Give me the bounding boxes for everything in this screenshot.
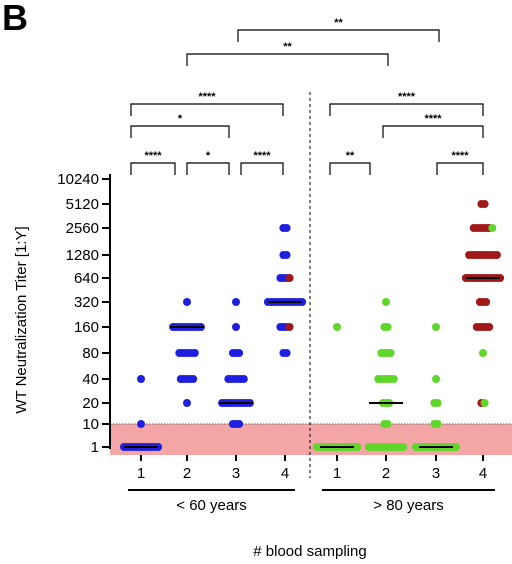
data-point bbox=[485, 323, 494, 331]
data-point bbox=[480, 200, 489, 208]
data-point bbox=[282, 224, 291, 232]
group-label: > 80 years bbox=[373, 497, 443, 514]
data-point bbox=[285, 323, 294, 331]
significance-bracket bbox=[436, 162, 484, 175]
data-point bbox=[496, 274, 505, 282]
x-tick-label: 1 bbox=[137, 465, 145, 482]
data-point bbox=[282, 251, 291, 259]
data-point bbox=[492, 251, 501, 259]
y-tick-label: 20 bbox=[82, 395, 99, 412]
y-tick-label: 2560 bbox=[66, 220, 99, 237]
y-tick-label: 320 bbox=[74, 294, 99, 311]
significance-bracket bbox=[382, 125, 484, 138]
significance-label: **** bbox=[398, 91, 416, 103]
data-point bbox=[190, 349, 199, 357]
data-point bbox=[232, 323, 240, 331]
limit-of-detection-band bbox=[110, 423, 512, 455]
significance-label: ** bbox=[346, 150, 355, 162]
data-point bbox=[183, 298, 191, 306]
data-point bbox=[432, 375, 440, 383]
data-point bbox=[433, 399, 442, 407]
data-point bbox=[383, 323, 392, 331]
data-point bbox=[389, 375, 398, 383]
y-tick-label: 640 bbox=[74, 270, 99, 287]
x-axis-title: # blood sampling bbox=[253, 543, 366, 560]
median-lines bbox=[124, 277, 500, 448]
data-point bbox=[137, 420, 145, 428]
data-point bbox=[386, 349, 395, 357]
group-label: < 60 years bbox=[176, 497, 246, 514]
significance-label: **** bbox=[424, 113, 442, 125]
significance-bracket bbox=[186, 162, 230, 175]
y-tick-label: 10 bbox=[82, 416, 99, 433]
x-tick-label: 3 bbox=[232, 465, 240, 482]
x-tick-label: 2 bbox=[183, 465, 191, 482]
data-point bbox=[382, 298, 390, 306]
data-point bbox=[232, 298, 240, 306]
significance-bracket bbox=[130, 103, 284, 116]
x-tick-label: 2 bbox=[382, 465, 390, 482]
significance-label: * bbox=[206, 150, 211, 162]
significance-label: **** bbox=[144, 150, 162, 162]
data-point bbox=[480, 399, 489, 407]
significance-label: ** bbox=[334, 17, 343, 29]
data-point bbox=[239, 375, 248, 383]
y-tick-label: 10240 bbox=[57, 171, 99, 188]
data-point bbox=[353, 443, 362, 451]
data-point bbox=[235, 420, 244, 428]
significance-bracket bbox=[329, 103, 484, 116]
y-tick-label: 1280 bbox=[66, 247, 99, 264]
y-tick-label: 80 bbox=[82, 345, 99, 362]
data-point bbox=[383, 420, 392, 428]
significance-bracket bbox=[130, 125, 230, 138]
data-point bbox=[282, 349, 291, 357]
y-tick-label: 5120 bbox=[66, 196, 99, 213]
significance-bracket bbox=[240, 162, 284, 175]
significance-bracket bbox=[130, 162, 176, 175]
data-point bbox=[433, 420, 442, 428]
data-point bbox=[154, 443, 163, 451]
significance-brackets: **** * *************** ************ bbox=[130, 17, 484, 175]
significance-label: * bbox=[178, 113, 183, 125]
y-tick-label: 40 bbox=[82, 371, 99, 388]
data-point bbox=[333, 323, 341, 331]
significance-bracket bbox=[237, 29, 440, 42]
data-point bbox=[432, 323, 440, 331]
data-point bbox=[285, 274, 294, 282]
data-point bbox=[452, 443, 461, 451]
significance-label: **** bbox=[451, 150, 469, 162]
data-points bbox=[120, 200, 505, 451]
significance-bracket bbox=[186, 53, 389, 66]
x-tick-label: 4 bbox=[479, 465, 487, 482]
x-tick-label: 3 bbox=[432, 465, 440, 482]
significance-label: **** bbox=[253, 150, 271, 162]
y-tick-label: 1 bbox=[91, 439, 99, 456]
significance-label: ** bbox=[283, 41, 292, 53]
data-point bbox=[189, 375, 198, 383]
axes: 1 10 20 40 80 160 320 640 1280 2560 5120 10240 1 2 3 4 1… bbox=[57, 92, 495, 514]
data-point bbox=[482, 298, 491, 306]
significance-label: **** bbox=[198, 91, 216, 103]
y-axis-title: WT Neutralization Titer [1:Y] bbox=[13, 226, 30, 413]
x-tick-label: 1 bbox=[333, 465, 341, 482]
data-point bbox=[235, 349, 244, 357]
data-point bbox=[137, 375, 145, 383]
data-point bbox=[488, 224, 497, 232]
data-point bbox=[298, 298, 307, 306]
panel-label: B bbox=[2, 0, 28, 38]
significance-bracket bbox=[329, 162, 371, 175]
data-point bbox=[479, 349, 487, 357]
data-point bbox=[399, 443, 408, 451]
data-point bbox=[183, 399, 191, 407]
x-tick-label: 4 bbox=[281, 465, 289, 482]
y-tick-label: 160 bbox=[74, 319, 99, 336]
